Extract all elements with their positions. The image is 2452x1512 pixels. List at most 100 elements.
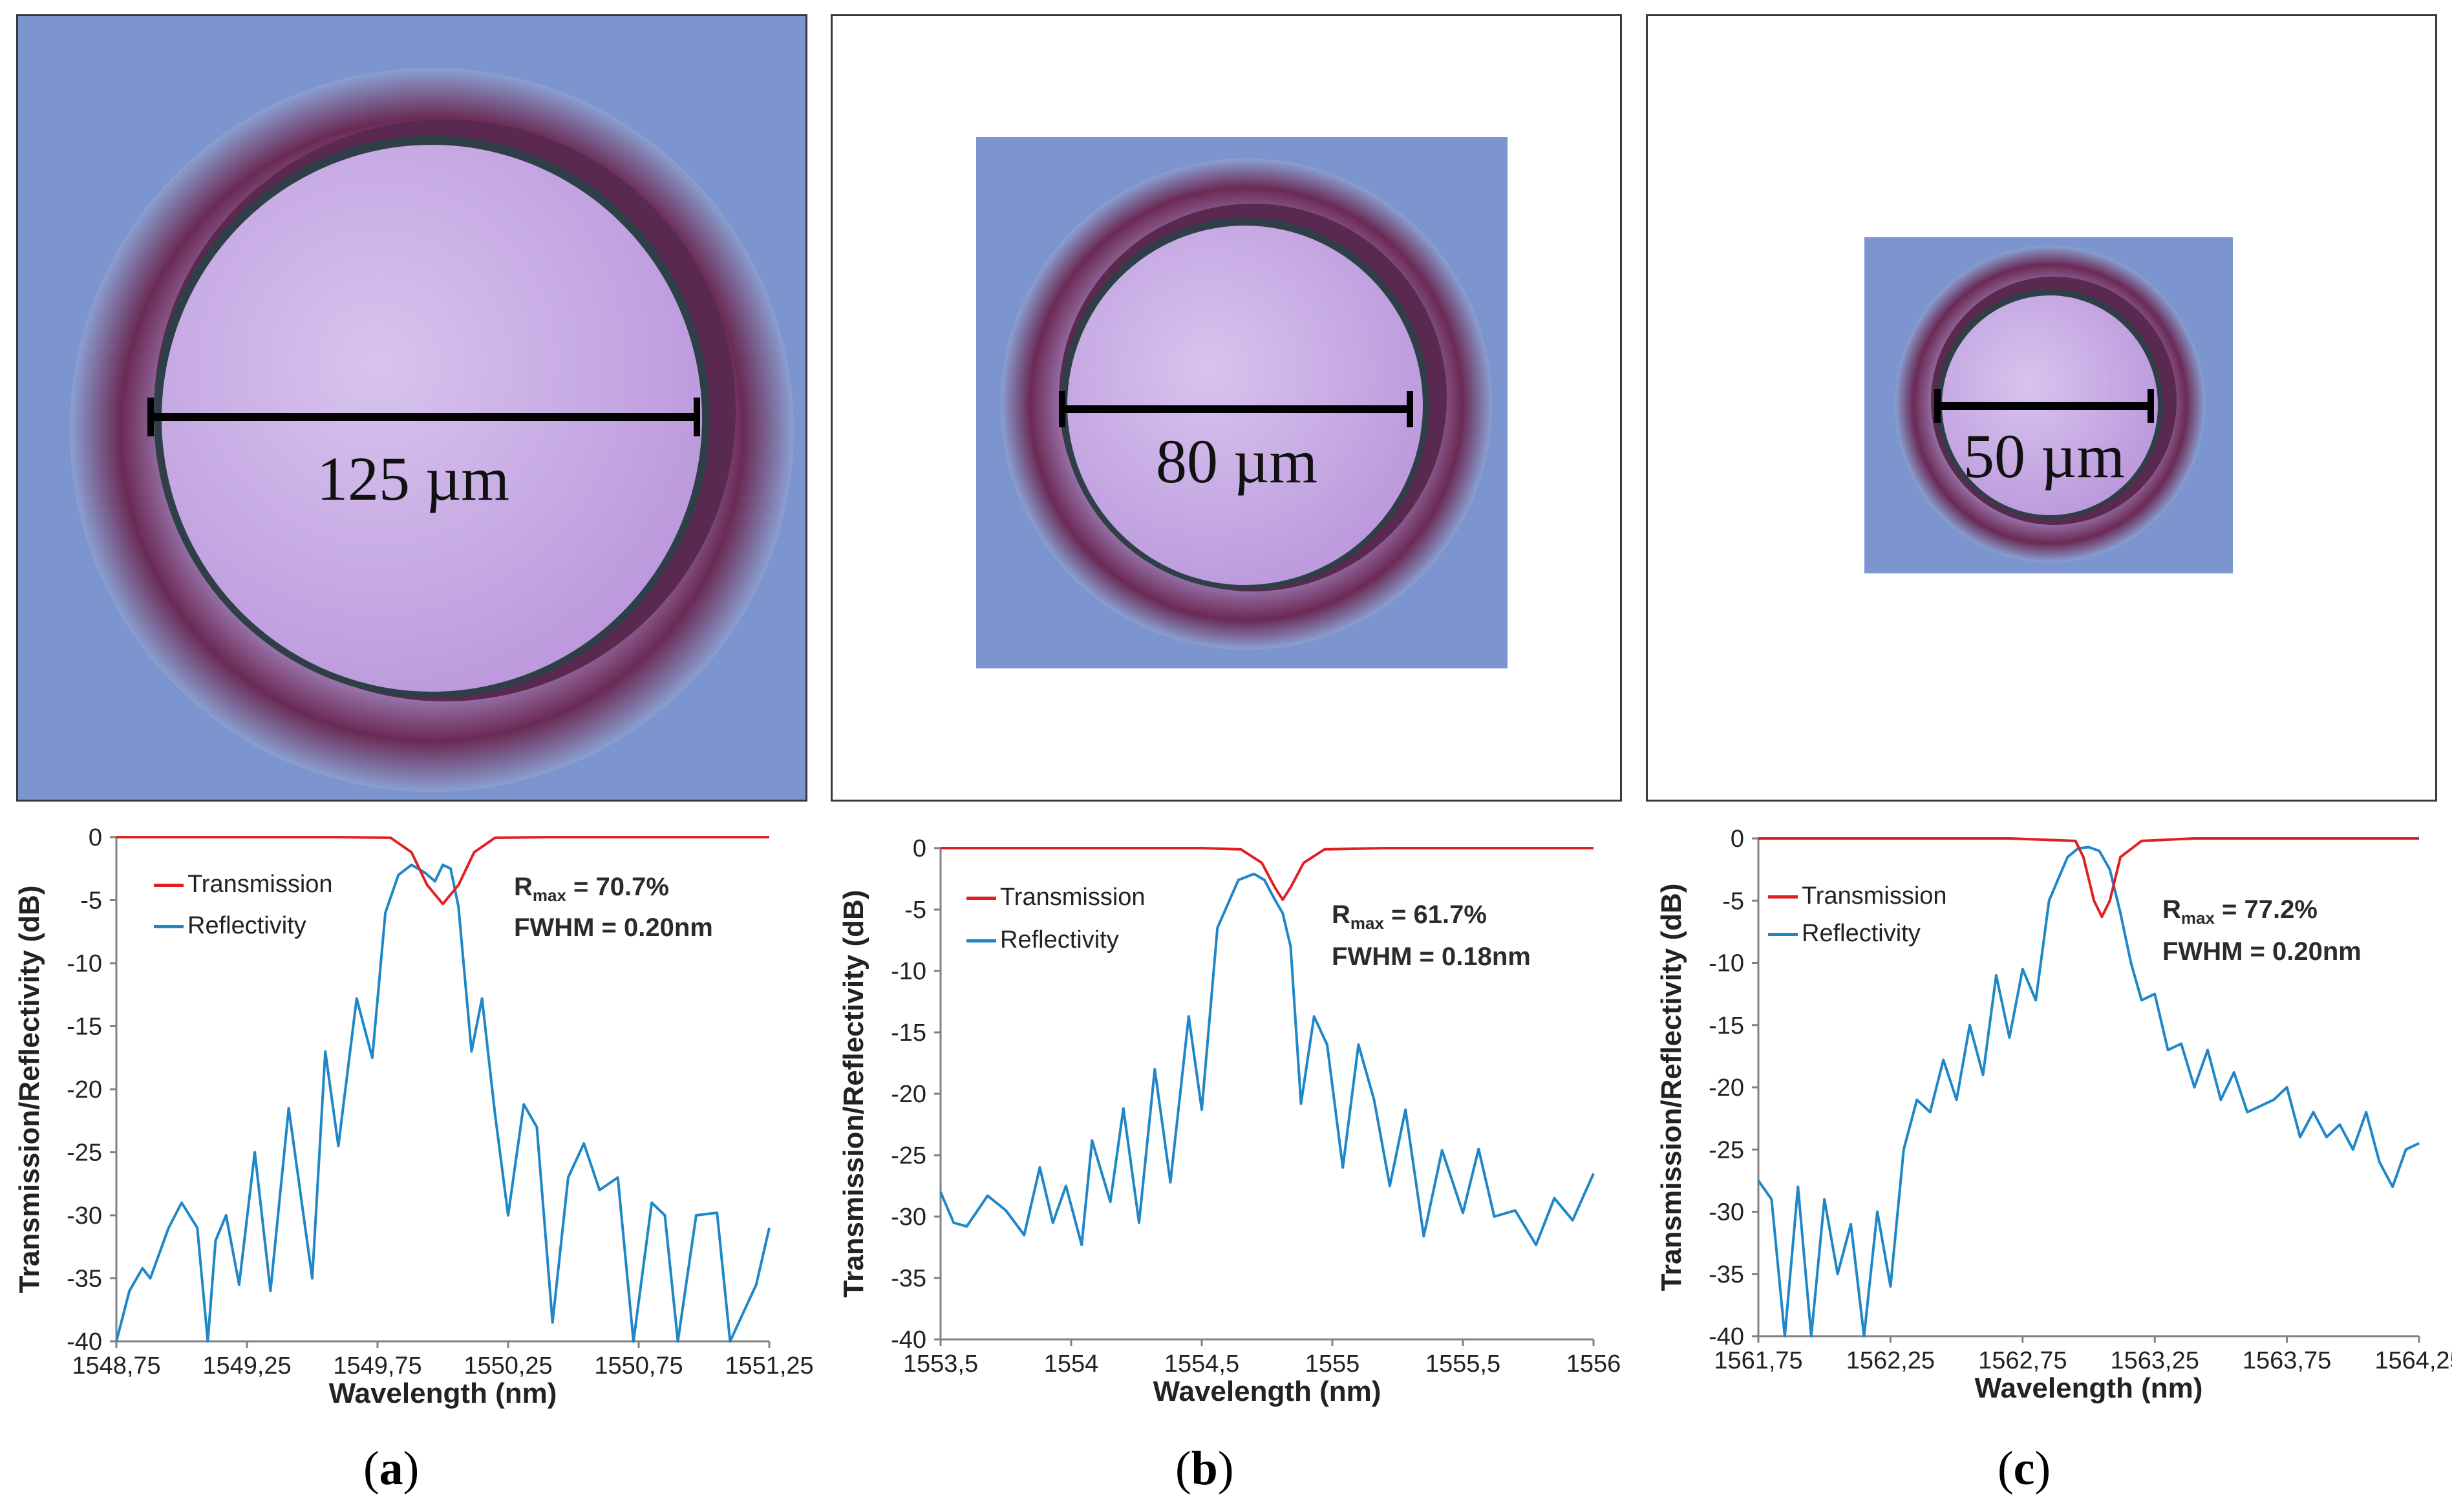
x-axis-label-b: Wavelength (nm) bbox=[1153, 1376, 1381, 1407]
y-tick-label-b-5: -25 bbox=[891, 1142, 926, 1169]
fiber-photo-a bbox=[18, 16, 805, 800]
x-axis-label-c: Wavelength (nm) bbox=[1975, 1372, 2203, 1404]
x-tick-label-b-4: 1555,5 bbox=[1425, 1350, 1500, 1378]
legend-label-reflectivity-b: Reflectivity bbox=[1000, 926, 1119, 953]
legend-transmission-c: Transmission bbox=[1768, 882, 1947, 910]
y-tick-label-a-1: -5 bbox=[80, 888, 102, 915]
y-tick-label-a-5: -25 bbox=[67, 1140, 102, 1167]
y-tick-label-c-1: -5 bbox=[1722, 888, 1744, 915]
y-tick-label-b-2: -10 bbox=[891, 958, 926, 985]
x-tick-label-a-3: 1550,25 bbox=[464, 1352, 552, 1379]
fiber-diameter-label-c: 50 µm bbox=[1963, 421, 2125, 491]
y-tick-label-b-0: 0 bbox=[913, 835, 926, 862]
y-tick-label-c-2: -10 bbox=[1709, 950, 1744, 977]
rmax-value-a: = 70.7% bbox=[566, 873, 669, 901]
x-tick-label-c-2: 1562,75 bbox=[1978, 1347, 2067, 1374]
y-tick-label-a-4: -20 bbox=[67, 1076, 102, 1103]
x-tick-label-b-3: 1555 bbox=[1305, 1350, 1360, 1378]
y-tick-label-b-4: -20 bbox=[891, 1081, 926, 1108]
caption-letter-b: b bbox=[1191, 1442, 1218, 1495]
x-tick-label-b-2: 1554,5 bbox=[1164, 1350, 1239, 1378]
legend-transmission-a: Transmission bbox=[154, 871, 333, 899]
y-tick-label-c-7: -35 bbox=[1709, 1261, 1744, 1288]
y-tick-label-c-4: -20 bbox=[1709, 1074, 1744, 1102]
legend-label-reflectivity-c: Reflectivity bbox=[1802, 920, 1921, 947]
caption-letter-c: c bbox=[2013, 1442, 2035, 1495]
y-tick-label-c-3: -15 bbox=[1709, 1012, 1744, 1039]
rmax-r-c: R bbox=[2162, 895, 2181, 924]
photo-panel-b: 80 µm bbox=[831, 14, 1622, 802]
transmission-line-a bbox=[116, 836, 769, 906]
fiber-diameter-label-a: 125 µm bbox=[317, 444, 509, 513]
x-tick-label-a-2: 1549,75 bbox=[333, 1352, 421, 1379]
x-tick-label-a-0: 1548,75 bbox=[72, 1352, 160, 1379]
y-axis-label-b: Transmission/Reflectivity (dB) bbox=[838, 890, 869, 1298]
legend-label-reflectivity-a: Reflectivity bbox=[187, 912, 306, 939]
rmax-r-b: R bbox=[1332, 900, 1350, 929]
y-tick-label-a-3: -15 bbox=[67, 1014, 102, 1041]
y-tick-label-a-2: -10 bbox=[67, 950, 102, 977]
x-tick-label-b-5: 1556 bbox=[1566, 1350, 1621, 1378]
y-tick-label-b-3: -15 bbox=[891, 1019, 926, 1047]
fiber-photo-b bbox=[976, 137, 1508, 668]
x-tick-label-a-4: 1550,75 bbox=[594, 1352, 683, 1379]
rmax-value-b: = 61.7% bbox=[1383, 900, 1487, 929]
photo-panel-c: 50 µm bbox=[1646, 14, 2437, 802]
y-tick-label-a-6: -30 bbox=[67, 1202, 102, 1230]
spectrum-chart-a: 0 -5 -10 -15 -20 -25 -30 -35 -40 1548,75 1549,25 15… bbox=[13, 811, 815, 1432]
transmission-line-c bbox=[1758, 837, 2419, 919]
caption-a: (a) bbox=[363, 1442, 420, 1495]
legend-reflectivity-a: Reflectivity bbox=[154, 912, 306, 940]
rmax-r-a: R bbox=[514, 873, 533, 901]
fwhm-annotation-c: FWHM = 0.20nm bbox=[2162, 937, 2361, 966]
x-tick-label-a-5: 1551,25 bbox=[725, 1352, 813, 1379]
y-tick-label-c-6: -30 bbox=[1709, 1199, 1744, 1226]
x-tick-label-c-1: 1562,25 bbox=[1846, 1347, 1935, 1374]
legend-label-transmission-a: Transmission bbox=[187, 871, 333, 898]
caption-b: (b) bbox=[1175, 1442, 1234, 1495]
legend-label-transmission-c: Transmission bbox=[1802, 882, 1947, 910]
y-tick-label-b-1: -5 bbox=[904, 897, 926, 924]
legend-swatch-reflectivity-b bbox=[966, 939, 996, 943]
y-tick-label-b-7: -35 bbox=[891, 1265, 926, 1292]
x-tick-label-b-0: 1553,5 bbox=[903, 1350, 978, 1378]
y-tick-label-c-8: -40 bbox=[1709, 1323, 1744, 1350]
x-tick-label-b-1: 1554 bbox=[1044, 1350, 1099, 1378]
x-axis-label-a: Wavelength (nm) bbox=[329, 1378, 557, 1409]
y-tick-label-a-8: -40 bbox=[67, 1328, 102, 1356]
rmax-sub-c: max bbox=[2180, 908, 2215, 928]
spectrum-chart-b: 0 -5 -10 -15 -20 -25 -30 -35 -40 1553,5 1554 1554,5… bbox=[827, 811, 1629, 1432]
x-tick-label-c-3: 1563,25 bbox=[2111, 1347, 2199, 1374]
rmax-annotation-b: Rmax = 61.7% bbox=[1332, 900, 1487, 933]
y-axis-label-a: Transmission/Reflectivity (dB) bbox=[14, 886, 45, 1294]
legend-swatch-transmission-b bbox=[966, 897, 996, 900]
legend-reflectivity-b: Reflectivity bbox=[966, 926, 1119, 954]
legend-reflectivity-c: Reflectivity bbox=[1768, 920, 1921, 948]
y-tick-label-c-5: -25 bbox=[1709, 1136, 1744, 1164]
y-tick-label-a-7: -35 bbox=[67, 1266, 102, 1293]
spectrum-chart-c: 0 -5 -10 -15 -20 -25 -30 -35 -40 1561,75 1562,25 15… bbox=[1642, 811, 2452, 1432]
fwhm-annotation-b: FWHM = 0.18nm bbox=[1332, 942, 1531, 971]
x-tick-label-c-5: 1564,25 bbox=[2374, 1347, 2452, 1374]
legend-swatch-reflectivity-c bbox=[1768, 933, 1798, 937]
legend-transmission-b: Transmission bbox=[966, 884, 1146, 911]
x-tick-label-c-4: 1563,75 bbox=[2243, 1347, 2331, 1374]
photo-panel-a: 125 µm bbox=[16, 14, 807, 802]
legend-swatch-transmission-a bbox=[154, 884, 184, 888]
fwhm-annotation-a: FWHM = 0.20nm bbox=[514, 913, 713, 942]
caption-c: (c) bbox=[1998, 1442, 2051, 1495]
fiber-diameter-label-b: 80 µm bbox=[1156, 427, 1317, 496]
rmax-sub-b: max bbox=[1350, 913, 1384, 933]
reflectivity-line-c bbox=[1757, 846, 2420, 1337]
legend-swatch-transmission-c bbox=[1768, 895, 1798, 899]
y-tick-label-b-8: -40 bbox=[891, 1326, 926, 1354]
rmax-sub-a: max bbox=[532, 886, 566, 905]
transmission-line-b bbox=[941, 847, 1594, 901]
legend-swatch-reflectivity-a bbox=[154, 925, 184, 929]
rmax-value-c: = 77.2% bbox=[2214, 895, 2318, 924]
y-tick-label-b-6: -30 bbox=[891, 1204, 926, 1231]
y-tick-label-a-0: 0 bbox=[89, 824, 102, 851]
